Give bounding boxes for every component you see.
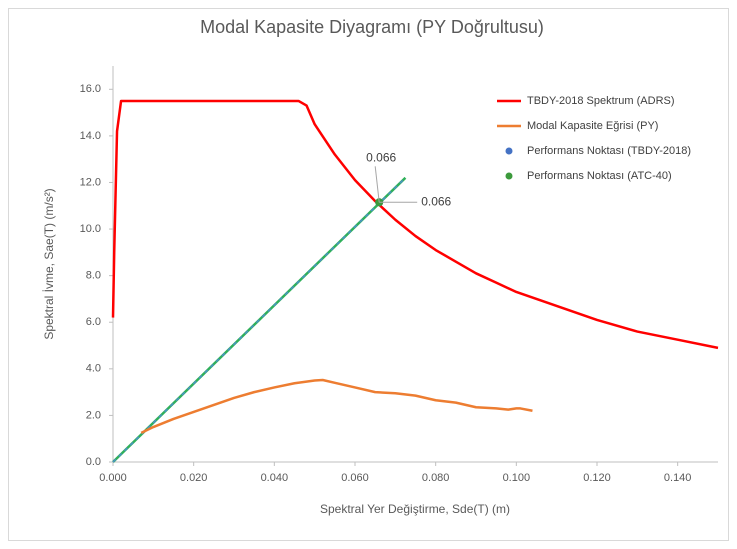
x-tick-label: 0.040	[261, 472, 289, 484]
legend-label: Performans Noktası (ATC-40)	[527, 170, 672, 182]
x-tick-label: 0.100	[503, 472, 531, 484]
y-tick-label: 10.0	[80, 223, 101, 235]
y-tick-label: 0.0	[86, 456, 101, 468]
y-tick-label: 8.0	[86, 270, 101, 282]
y-tick-label: 12.0	[80, 176, 101, 188]
legend-marker	[505, 172, 513, 180]
y-tick-label: 16.0	[80, 83, 101, 95]
leader-line	[374, 166, 380, 203]
y-tick-label: 4.0	[86, 363, 101, 375]
line	[111, 99, 719, 350]
legend-label: Performans Noktası (TBDY-2018)	[527, 145, 691, 157]
chart-title: Modal Kapasite Diyagramı (PY Doğrultusu)	[200, 17, 544, 37]
data-label: 0.066	[421, 194, 451, 208]
x-tick-label: 0.080	[422, 472, 450, 484]
x-tick-label: 0.020	[180, 472, 208, 484]
x-tick-label: 0.060	[341, 472, 369, 484]
y-tick-label: 2.0	[86, 409, 101, 421]
legend-label: TBDY-2018 Spektrum (ADRS)	[527, 95, 675, 107]
x-tick-label: 0.000	[99, 472, 127, 484]
chart-border	[8, 8, 729, 541]
legend-marker	[505, 147, 513, 155]
y-tick-label: 14.0	[80, 130, 101, 142]
y-tick-label: 6.0	[86, 316, 101, 328]
x-axis-label: Spektral Yer Değiştirme, Sde(T) (m)	[320, 502, 510, 516]
x-tick-label: 0.120	[583, 472, 611, 484]
y-axis-label: Spektral İvme, Sae(T) (m/s²)	[42, 188, 56, 339]
line	[140, 378, 533, 435]
legend-label: Modal Kapasite Eğrisi (PY)	[527, 120, 658, 132]
line	[112, 177, 406, 463]
data-label: 0.066	[366, 150, 396, 164]
x-tick-label: 0.140	[664, 472, 692, 484]
